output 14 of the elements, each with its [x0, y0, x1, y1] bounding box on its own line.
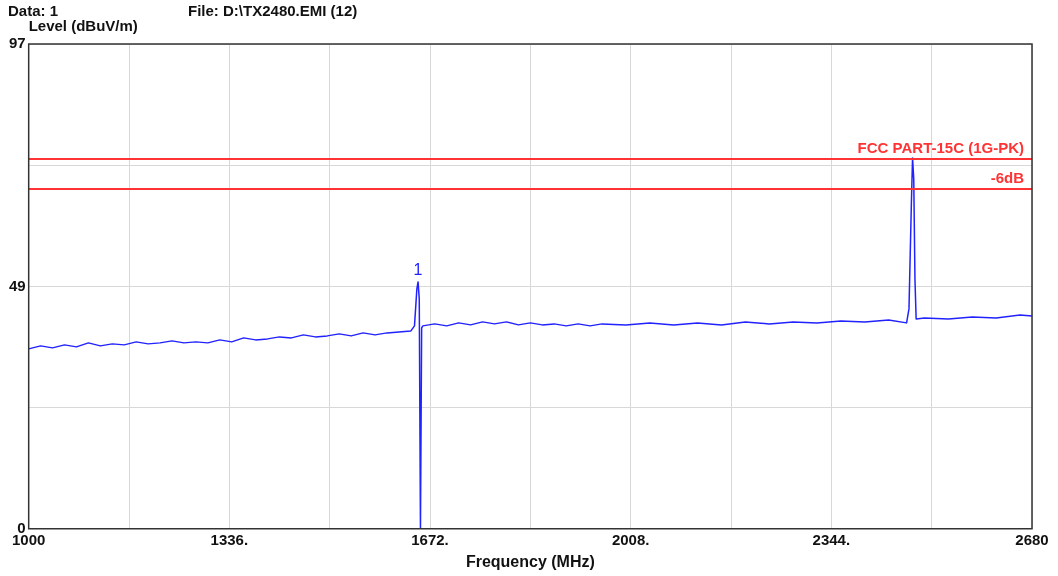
ref-line-label: FCC PART-15C (1G-PK) [857, 138, 1024, 156]
x-tick-label: 1672. [411, 530, 449, 548]
y-tick-label: 97 [9, 34, 26, 52]
y-axis-title: Level (dBuV/m) [28, 16, 138, 34]
x-tick-label: 2680 [1015, 530, 1049, 548]
text: Data: 1 [8, 2, 59, 19]
chart-title: File: D:\TX2480.EMI (12) [188, 2, 358, 19]
x-tick-label: 2008. [611, 530, 650, 548]
x-axis-title: Frequency (MHz) [465, 552, 595, 570]
x-tick-label: 2344. [812, 530, 851, 548]
x-tick-label: 1336. [210, 530, 249, 548]
ref-line-label: -6dB [990, 168, 1025, 186]
y-tick-label: 49 [9, 276, 26, 294]
annotation: 1 [413, 261, 423, 279]
